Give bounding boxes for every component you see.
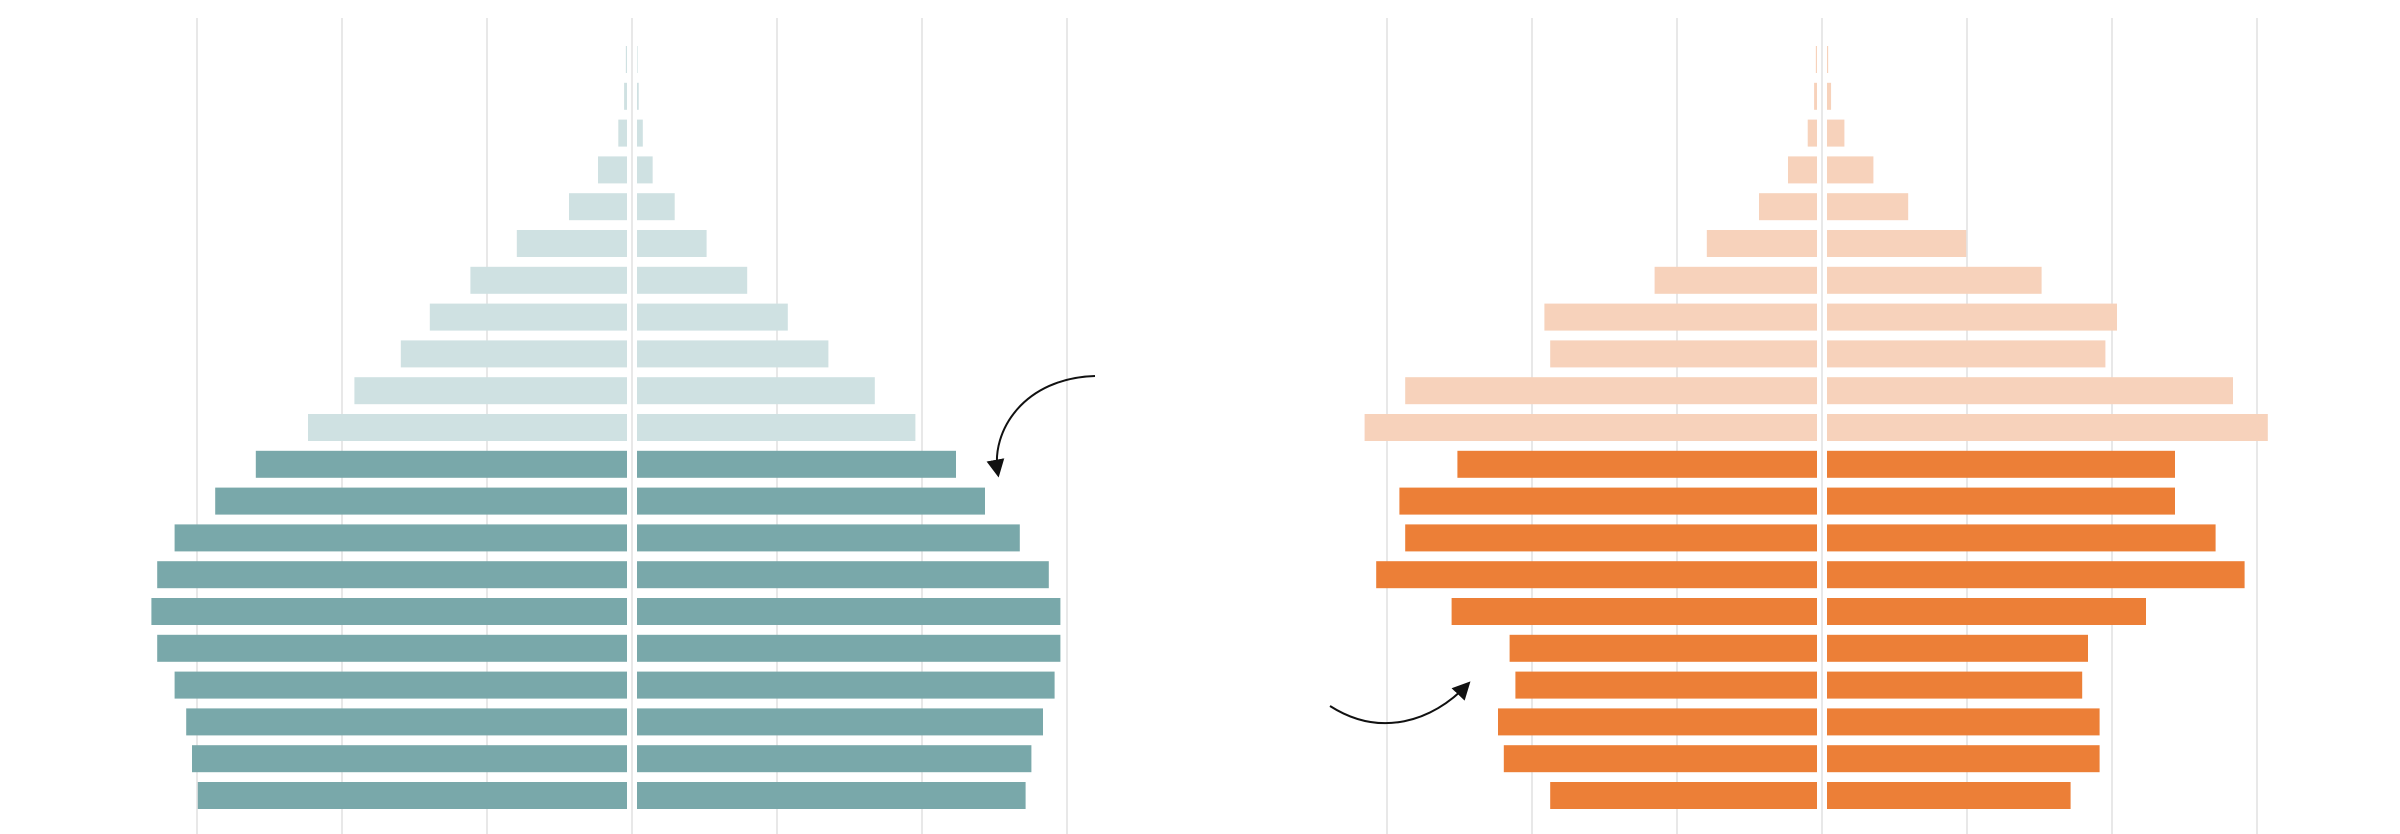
bar-right-age-group-4 [637, 634, 1061, 662]
bar-right-age-group-11 [1827, 377, 2233, 405]
bar-right-age-group-9 [637, 450, 956, 478]
bar-left-age-group-18 [1807, 119, 1817, 147]
bar-right-age-group-2 [637, 708, 1043, 736]
bar-left-age-group-17 [598, 156, 627, 184]
bar-left-age-group-19 [624, 82, 627, 110]
right-panel-callout-arrow [1329, 681, 1471, 725]
bar-left-age-group-16 [1759, 193, 1817, 221]
bar-right-age-group-13 [637, 303, 788, 331]
right-pyramid-panel [1364, 18, 2268, 834]
bar-right-age-group-8 [1827, 487, 2175, 515]
bar-right-age-group-15 [1827, 230, 1967, 257]
bar-left-age-group-19 [1814, 82, 1817, 110]
bar-right-age-group-14 [637, 266, 748, 294]
bar-left-age-group-0 [197, 782, 628, 809]
bar-left-age-group-11 [1405, 377, 1817, 405]
left-pyramid-panel [151, 18, 1068, 834]
bar-right-age-group-0 [1827, 782, 2071, 809]
bar-right-age-group-8 [637, 487, 985, 515]
bar-right-age-group-6 [637, 561, 1049, 589]
bar-left-age-group-4 [157, 634, 627, 662]
bar-right-age-group-9 [1827, 450, 2175, 478]
left-panel-callout-arrow [986, 375, 1096, 478]
bar-left-age-group-1 [1503, 745, 1817, 773]
bar-left-age-group-2 [186, 708, 627, 736]
bar-left-age-group-18 [618, 119, 627, 147]
bar-right-age-group-19 [1827, 82, 1832, 110]
bar-left-age-group-20 [625, 46, 627, 73]
bar-left-age-group-10 [308, 414, 627, 441]
bar-right-age-group-3 [1827, 671, 2083, 699]
bar-right-age-group-6 [1827, 561, 2245, 589]
bar-right-age-group-1 [1827, 745, 2100, 773]
bar-right-age-group-10 [1827, 414, 2268, 441]
bar-left-age-group-16 [569, 193, 627, 221]
bar-right-age-group-2 [1827, 708, 2100, 736]
bar-right-age-group-13 [1827, 303, 2117, 331]
bar-right-age-group-18 [1827, 119, 1845, 147]
bar-left-age-group-15 [1706, 230, 1817, 257]
bar-right-age-group-1 [637, 745, 1032, 773]
bar-left-age-group-15 [516, 230, 627, 257]
bar-right-age-group-16 [637, 193, 675, 221]
bar-right-age-group-12 [1827, 340, 2106, 368]
bar-left-age-group-10 [1364, 414, 1817, 441]
bar-left-age-group-7 [174, 524, 627, 552]
bar-right-age-group-4 [1827, 634, 2088, 662]
bar-left-age-group-5 [1451, 598, 1817, 625]
bar-left-age-group-7 [1405, 524, 1817, 552]
bar-left-age-group-13 [429, 303, 627, 331]
bar-left-age-group-3 [174, 671, 627, 699]
bar-left-age-group-17 [1788, 156, 1817, 184]
bar-left-age-group-4 [1509, 634, 1817, 662]
bar-left-age-group-5 [151, 598, 627, 625]
bar-right-age-group-19 [637, 82, 639, 110]
bar-right-age-group-11 [637, 377, 875, 405]
bar-right-age-group-20 [637, 46, 638, 73]
bar-left-age-group-12 [400, 340, 627, 368]
bar-left-age-group-14 [1654, 266, 1817, 294]
bar-right-age-group-12 [637, 340, 829, 368]
bar-right-age-group-10 [637, 414, 916, 441]
bar-right-age-group-3 [637, 671, 1055, 699]
bar-left-age-group-12 [1550, 340, 1817, 368]
bar-right-age-group-5 [637, 598, 1061, 625]
bar-right-age-group-15 [637, 230, 707, 257]
bar-right-age-group-20 [1827, 46, 1829, 73]
bar-left-age-group-0 [1550, 782, 1817, 809]
bar-right-age-group-7 [637, 524, 1020, 552]
bar-right-age-group-17 [637, 156, 653, 184]
bar-left-age-group-6 [157, 561, 627, 589]
bar-right-age-group-5 [1827, 598, 2146, 625]
bar-right-age-group-16 [1827, 193, 1909, 221]
bar-left-age-group-6 [1376, 561, 1817, 589]
bar-right-age-group-7 [1827, 524, 2216, 552]
bar-left-age-group-11 [354, 377, 627, 405]
bar-left-age-group-8 [215, 487, 627, 515]
bar-left-age-group-2 [1498, 708, 1817, 736]
bar-left-age-group-20 [1815, 46, 1817, 73]
bar-left-age-group-9 [1457, 450, 1817, 478]
bar-left-age-group-9 [255, 450, 628, 478]
bar-left-age-group-3 [1515, 671, 1817, 699]
bar-right-age-group-14 [1827, 266, 2042, 294]
bar-right-age-group-0 [637, 782, 1026, 809]
bar-left-age-group-13 [1544, 303, 1817, 331]
bar-right-age-group-18 [637, 119, 643, 147]
bar-left-age-group-1 [192, 745, 627, 773]
bar-right-age-group-17 [1827, 156, 1874, 184]
bar-left-age-group-8 [1399, 487, 1817, 515]
bar-left-age-group-14 [470, 266, 627, 294]
